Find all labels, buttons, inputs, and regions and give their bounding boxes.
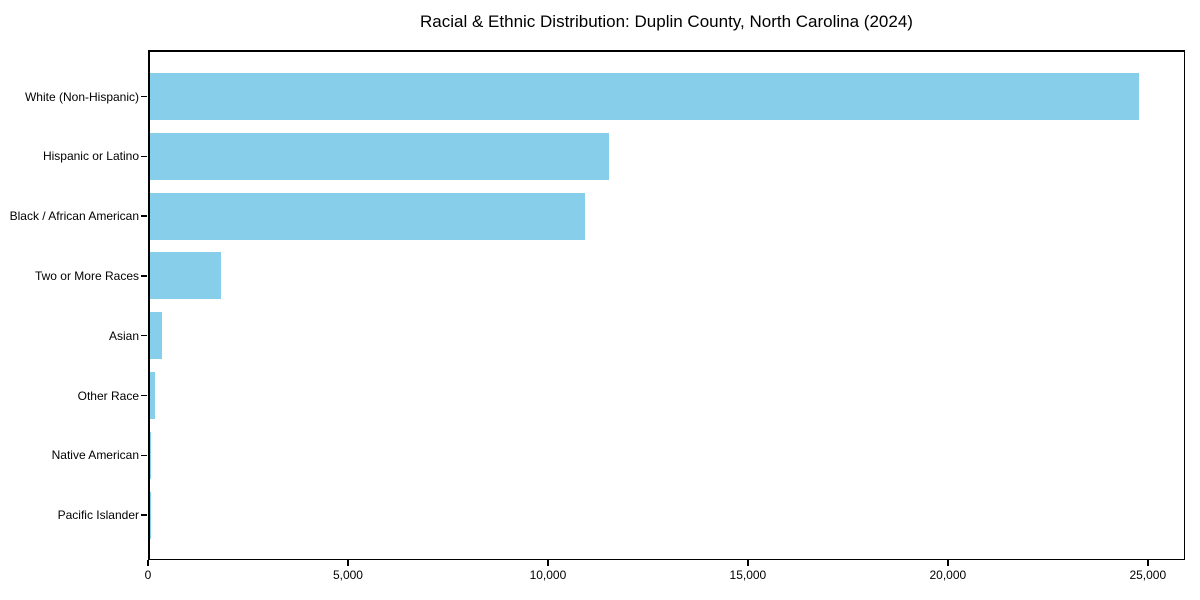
y-tick-label: Other Race <box>77 388 139 403</box>
x-tick-label: 10,000 <box>529 568 567 582</box>
y-tick-mark <box>141 275 147 277</box>
y-tick-mark <box>141 334 147 337</box>
x-tick-mark <box>947 560 949 566</box>
x-tick-label: 25,000 <box>1129 568 1167 582</box>
y-tick-label: Asian <box>108 328 139 343</box>
bar <box>149 132 609 180</box>
x-tick-label: 15,000 <box>729 568 767 582</box>
x-tick-mark <box>747 560 749 566</box>
axis-spine-right <box>1183 50 1185 560</box>
bar <box>149 192 585 240</box>
y-tick-label: Black / African American <box>9 209 139 224</box>
axis-spine-top <box>148 50 1185 52</box>
x-tick-label: 5,000 <box>332 568 363 582</box>
x-tick-label: 0 <box>144 568 152 582</box>
y-tick-mark <box>141 394 147 397</box>
axis-spine-bottom <box>148 558 1185 560</box>
y-tick-mark <box>141 95 147 98</box>
bar <box>149 73 1140 120</box>
bar <box>149 431 152 479</box>
bar <box>149 372 155 419</box>
y-tick-label: Pacific Islander <box>57 508 139 523</box>
x-tick-mark <box>547 560 549 566</box>
x-axis-labels: 0 5,000 10,000 15,000 20,000 25,000 <box>145 568 1185 584</box>
bar <box>149 312 162 360</box>
plot-area <box>141 50 1185 566</box>
x-tick-label: 20,000 <box>929 568 967 582</box>
y-tick-label: Two or More Races <box>34 268 139 283</box>
y-tick-mark <box>141 514 147 516</box>
y-tick-label: Hispanic or Latino <box>42 149 139 164</box>
y-tick-label: Native American <box>51 448 139 463</box>
axis-spine-left <box>148 50 150 560</box>
y-axis-labels: White (Non-Hispanic) Hispanic or Latino Bl… <box>0 50 139 560</box>
y-tick-mark <box>141 454 147 457</box>
x-tick-mark <box>347 560 349 566</box>
y-tick-mark <box>141 215 147 217</box>
chart-title: Racial & Ethnic Distribution: Duplin Cou… <box>420 12 913 31</box>
y-tick-mark <box>141 155 147 158</box>
y-tick-label: White (Non-Hispanic) <box>24 89 139 104</box>
bar <box>149 252 221 300</box>
x-tick-mark <box>147 560 149 566</box>
x-tick-mark <box>1147 560 1149 566</box>
